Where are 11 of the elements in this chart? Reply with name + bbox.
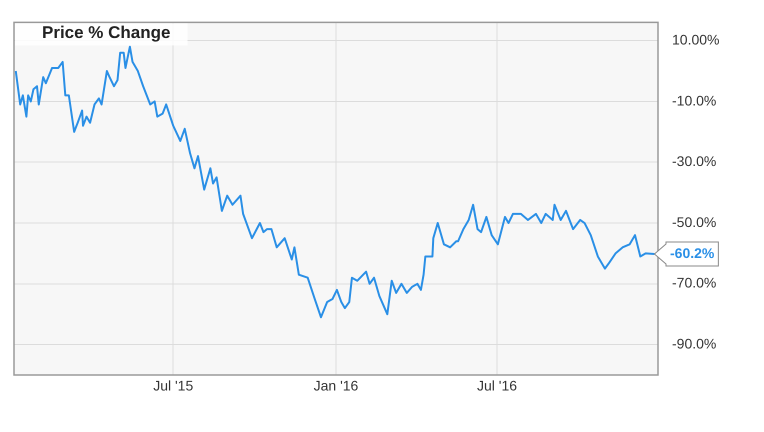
x-tick-label: Jul '16: [476, 377, 518, 394]
y-tick-label: 10.00%: [672, 31, 720, 48]
x-tick-label: Jan '16: [314, 377, 359, 394]
annotation: -60.2%: [670, 244, 715, 261]
y-tick-label: -30.0%: [672, 153, 716, 170]
y-tick-label: -50.0%: [672, 214, 716, 230]
y-tick-label: -70.0%: [672, 274, 716, 291]
x-tick-label: Jul '15: [153, 377, 194, 394]
y-tick-label: -10.0%: [672, 92, 716, 108]
y-tick-label: -90.0%: [672, 335, 716, 352]
chart-title: Price % Change: [42, 23, 170, 42]
